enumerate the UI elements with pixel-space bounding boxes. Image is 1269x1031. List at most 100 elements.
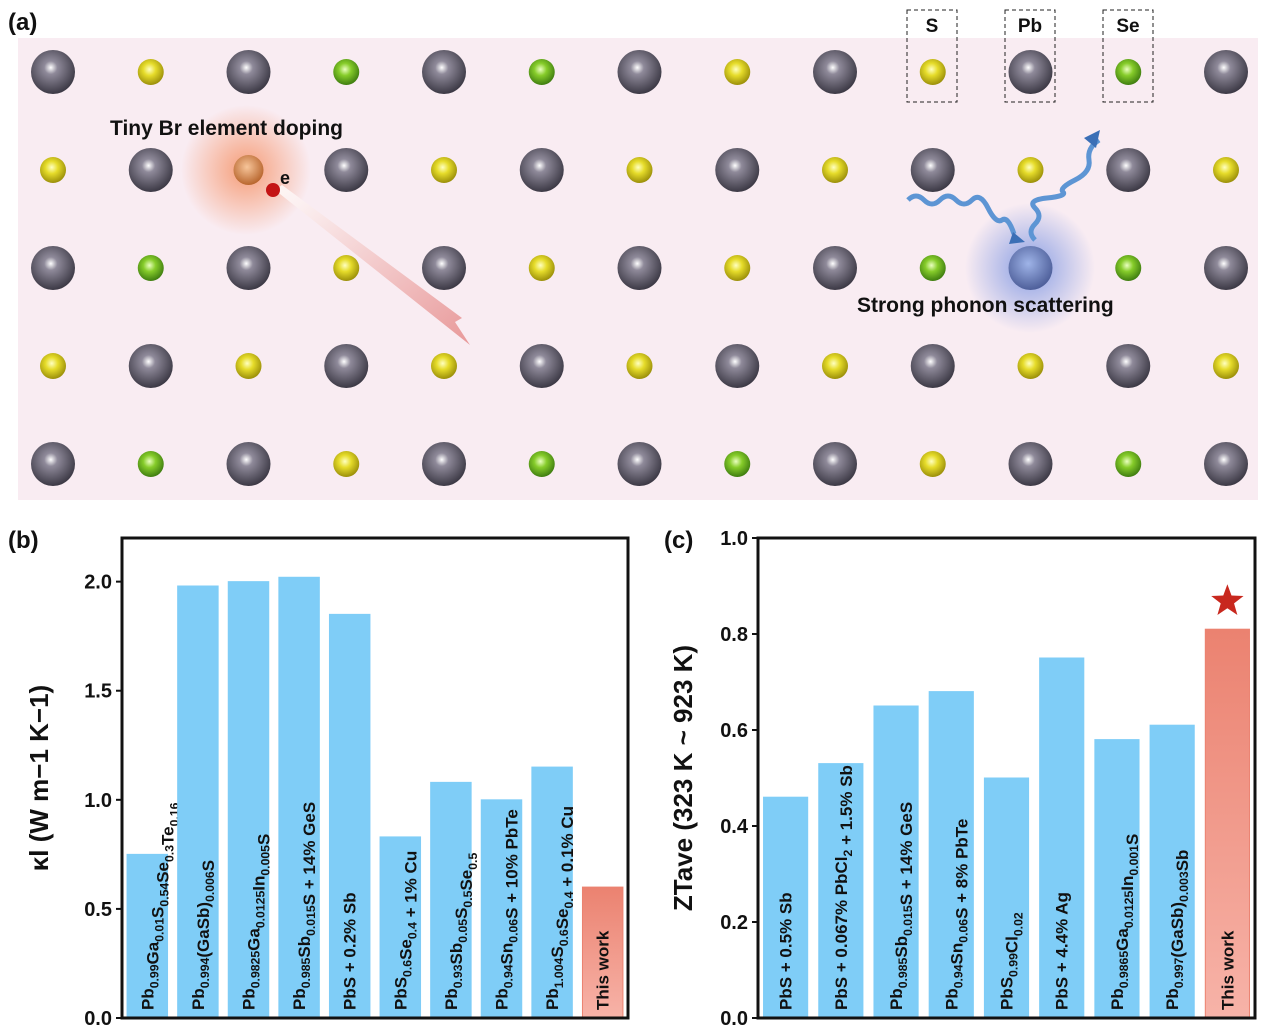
electron-label: e — [280, 168, 290, 188]
atom — [715, 344, 760, 388]
y-tick-label: 0.5 — [84, 899, 112, 921]
atom — [422, 442, 466, 486]
y-tick-label: 2.0 — [84, 572, 112, 594]
doping-label: Tiny Br element doping — [110, 117, 343, 140]
bar — [531, 766, 573, 1019]
star — [1211, 584, 1244, 615]
atom — [1115, 59, 1142, 85]
atom — [715, 148, 760, 192]
atom — [910, 148, 955, 192]
atom — [813, 442, 857, 486]
phonon-out — [1028, 137, 1101, 242]
atom — [40, 353, 66, 379]
atom — [519, 344, 564, 388]
plot-frame — [756, 536, 1257, 1020]
scattering-label: Strong phonon scattering — [857, 294, 1114, 317]
atom — [1204, 50, 1248, 94]
atom — [617, 50, 662, 94]
legend-label: Pb — [1018, 16, 1042, 37]
chart: (c) ZTave (323 K ~ 923 K) PbS + 0.5% Sb PbS… — [664, 527, 1257, 1030]
y-axis-label: κl (W m−1 K−1) — [24, 685, 54, 871]
legend-box — [1004, 9, 1056, 103]
atom — [724, 59, 751, 85]
atom — [813, 246, 857, 290]
atom — [626, 157, 653, 183]
atom — [128, 148, 173, 192]
atom — [324, 148, 369, 192]
x-category-label: This work — [1218, 930, 1237, 1010]
atom — [528, 451, 555, 477]
bar — [379, 836, 422, 1019]
bar — [763, 796, 809, 1019]
atom — [226, 246, 271, 290]
atom — [31, 442, 75, 486]
atom — [1106, 344, 1151, 388]
y-tick-label: 0.8 — [720, 624, 748, 646]
y-tick-label: 1.0 — [84, 790, 112, 812]
plot-frame — [120, 536, 630, 1020]
lattice-diagram: (a) e Tiny Br element doping Strong phon… — [8, 9, 1258, 500]
atom — [431, 353, 457, 379]
atom — [910, 344, 955, 388]
bar — [1149, 724, 1195, 1019]
panel-label: (a) — [8, 9, 37, 36]
legend-label: Se — [1116, 16, 1139, 37]
atom — [31, 246, 75, 290]
atom — [137, 451, 164, 477]
atom — [1017, 157, 1044, 183]
x-category-label: PbS + 0.5% Sb — [777, 892, 796, 1010]
atom — [226, 50, 271, 94]
atom — [324, 344, 369, 388]
atom — [226, 442, 271, 486]
atom — [1115, 255, 1142, 281]
atom — [422, 50, 466, 94]
bar — [126, 853, 169, 1019]
atom — [235, 353, 262, 379]
atom — [528, 59, 555, 85]
arrow — [1009, 232, 1025, 244]
x-category-label: PbS + 0.2% Sb — [341, 892, 360, 1010]
atom — [919, 451, 946, 477]
y-tick-label: 1.5 — [84, 681, 112, 703]
y-axis-label: ZTave (323 K ~ 923 K) — [668, 645, 698, 911]
y-tick-label: 0.4 — [720, 816, 749, 838]
x-category-label: This work — [594, 930, 613, 1010]
bar — [1039, 657, 1085, 1019]
electron — [266, 183, 280, 197]
atom — [1106, 148, 1151, 192]
x-category-label: PbS + 4.4% Ag — [1053, 892, 1072, 1010]
y-tick-label: 0.0 — [84, 1008, 112, 1030]
electron-trail — [275, 185, 470, 345]
atom — [233, 155, 264, 185]
bar — [430, 781, 472, 1019]
atom — [528, 255, 555, 281]
atom — [822, 353, 848, 379]
atom — [519, 148, 564, 192]
bar — [928, 691, 974, 1019]
atom — [813, 50, 857, 94]
bar — [278, 576, 320, 1019]
atom — [919, 59, 946, 85]
legend-box — [906, 9, 958, 103]
panel-label: (c) — [664, 527, 693, 554]
atom — [1213, 353, 1239, 379]
bar — [1204, 628, 1250, 1019]
legend-box — [1102, 9, 1154, 103]
atom — [333, 255, 360, 281]
phonon-in — [906, 193, 1017, 235]
bar — [818, 763, 864, 1019]
bar — [227, 581, 270, 1019]
atom — [724, 255, 751, 281]
atom — [40, 157, 66, 183]
atom — [31, 50, 75, 94]
atom — [822, 157, 848, 183]
y-tick-label: 1.0 — [720, 528, 748, 550]
bar — [1094, 739, 1140, 1019]
legend-label: S — [926, 16, 939, 37]
y-tick-label: 0.2 — [720, 912, 748, 934]
chart: (b)κl (W m−1 K−1)Pb0.99Ga0.01S0.54Se0.3T… — [8, 527, 630, 1030]
atom — [1017, 353, 1044, 379]
atom — [724, 451, 751, 477]
atom — [1008, 246, 1053, 290]
